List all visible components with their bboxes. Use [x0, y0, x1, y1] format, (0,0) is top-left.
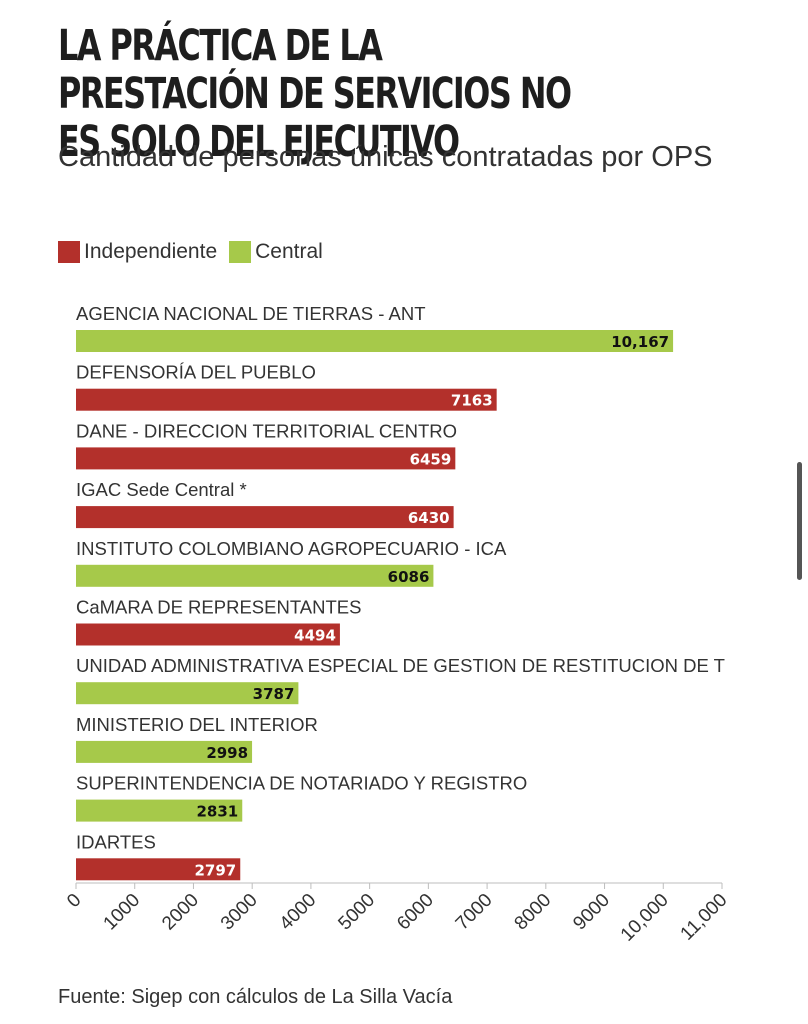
category-label: CaMARA DE REPRESENTANTES	[76, 597, 361, 618]
bar	[76, 858, 241, 881]
category-label: AGENCIA NACIONAL DE TIERRAS - ANT	[76, 303, 426, 324]
x-tick-label: 0	[63, 890, 85, 912]
value-label: 6459	[410, 450, 452, 468]
x-tick-label: 11,000	[677, 890, 732, 945]
legend-item-central: Central	[229, 240, 323, 264]
value-label: 6430	[408, 509, 450, 527]
value-label: 4494	[294, 627, 336, 645]
x-tick-label: 10,000	[617, 890, 673, 946]
x-tick-label: 7000	[452, 890, 497, 935]
x-tick-label: 6000	[393, 890, 438, 935]
bar	[76, 623, 340, 646]
category-label: DANE - DIRECCION TERRITORIAL CENTRO	[76, 420, 457, 441]
bar	[76, 506, 454, 529]
category-label: IDARTES	[76, 831, 156, 852]
x-tick-label: 8000	[511, 890, 556, 935]
legend-item-independiente: Independiente	[58, 240, 217, 264]
value-label: 2797	[195, 861, 237, 879]
bar	[76, 388, 497, 411]
scrollbar[interactable]	[797, 462, 802, 580]
value-label: 3787	[253, 685, 295, 703]
x-tick-label: 9000	[569, 890, 614, 935]
bar	[76, 740, 253, 763]
category-label: DEFENSORÍA DEL PUEBLO	[76, 362, 316, 383]
x-tick-label: 3000	[217, 890, 262, 935]
bar	[76, 564, 434, 587]
bar	[76, 799, 243, 822]
legend-label-independiente: Independiente	[84, 240, 218, 263]
chart-subtitle: Cantidad de personas únicas contratadas …	[58, 141, 713, 173]
bar	[76, 330, 674, 352]
legend-label-central: Central	[255, 240, 323, 263]
category-label: IGAC Sede Central *	[76, 479, 247, 500]
legend: Independiente Central	[58, 240, 335, 264]
value-label: 2831	[197, 803, 239, 821]
category-label: UNIDAD ADMINISTRATIVA ESPECIAL DE GESTIO…	[76, 655, 725, 676]
x-tick-label: 1000	[100, 890, 145, 935]
bar-chart: AGENCIA NACIONAL DE TIERRAS - ANT 10,167 D…	[63, 303, 732, 946]
value-label: 7163	[451, 392, 493, 410]
x-tick-label: 5000	[334, 890, 379, 935]
source-note: Fuente: Sigep con cálculos de La Silla V…	[58, 986, 453, 1008]
category-label: INSTITUTO COLOMBIANO AGROPECUARIO - ICA	[76, 538, 507, 559]
bar	[76, 447, 456, 470]
chart-title: LA PRÁCTICA DE LA PRESTACIÓN DE SERVICIO…	[58, 21, 572, 167]
legend-swatch-central	[229, 241, 252, 263]
value-label: 2998	[206, 744, 248, 762]
value-label: 6086	[388, 568, 430, 586]
category-label: MINISTERIO DEL INTERIOR	[76, 714, 318, 735]
x-tick-label: 4000	[276, 890, 321, 935]
legend-swatch-independiente	[58, 241, 80, 263]
category-label: SUPERINTENDENCIA DE NOTARIADO Y REGISTRO	[76, 773, 527, 794]
x-tick-label: 2000	[158, 890, 203, 935]
value-label: 10,167	[611, 333, 669, 351]
bar	[76, 682, 299, 705]
